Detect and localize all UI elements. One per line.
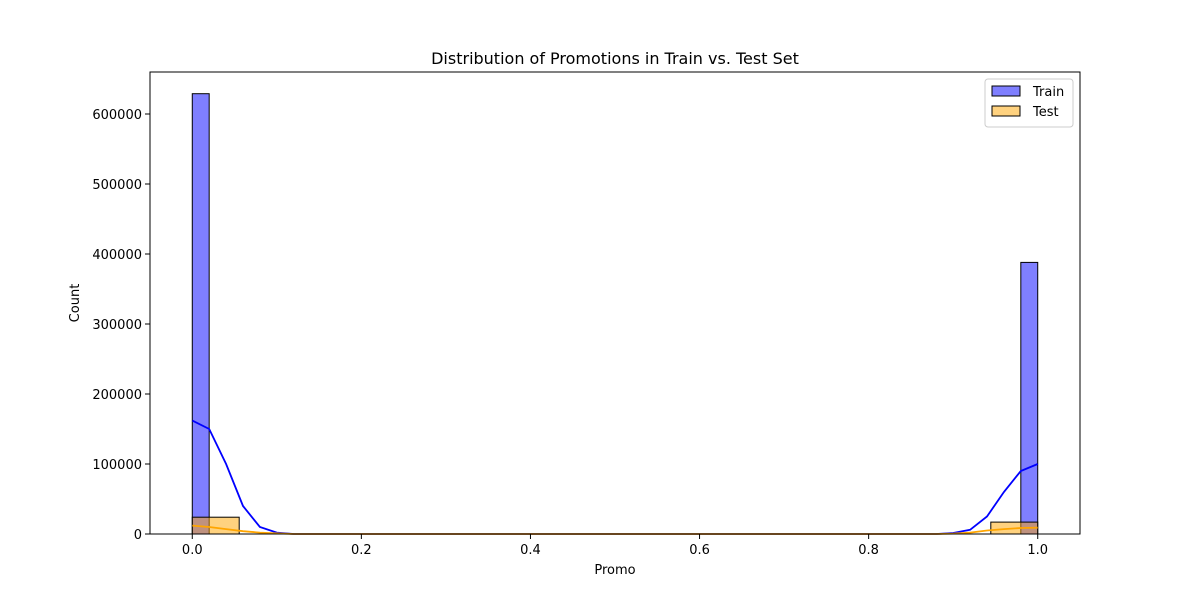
x-tick-label: 0.8 (858, 543, 879, 558)
bar-train-1 (1020, 261, 1039, 535)
legend: Train Test (984, 78, 1074, 128)
kde-line-test (192, 524, 1038, 535)
chart-title: Distribution of Promotions in Train vs. … (431, 49, 799, 68)
y-tick-label: 300000 (92, 318, 142, 333)
legend-label-train: Train (1032, 85, 1064, 100)
x-tick-label: 0.4 (520, 543, 541, 558)
y-tick-label: 0 (134, 528, 142, 543)
y-tick-label: 500000 (92, 178, 142, 193)
bar-train-0 (191, 93, 210, 535)
x-tick-label: 0.2 (351, 543, 372, 558)
legend-swatch-train (991, 85, 1021, 97)
y-axis-label: Count (68, 284, 83, 323)
y-tick-label: 100000 (92, 458, 142, 473)
kde-line-train (191, 419, 1039, 535)
legend-label-test: Test (1032, 105, 1059, 120)
x-axis-label: Promo (594, 563, 635, 578)
y-tick-label: 600000 (92, 108, 142, 123)
y-tick-label: 400000 (92, 248, 142, 263)
x-tick-label: 0.0 (182, 543, 203, 558)
x-tick-label: 1.0 (1027, 543, 1048, 558)
x-tick-label: 0.6 (689, 543, 710, 558)
legend-swatch-test (991, 105, 1021, 117)
y-tick-label: 200000 (92, 388, 142, 403)
plot-area-frame (149, 71, 1081, 535)
